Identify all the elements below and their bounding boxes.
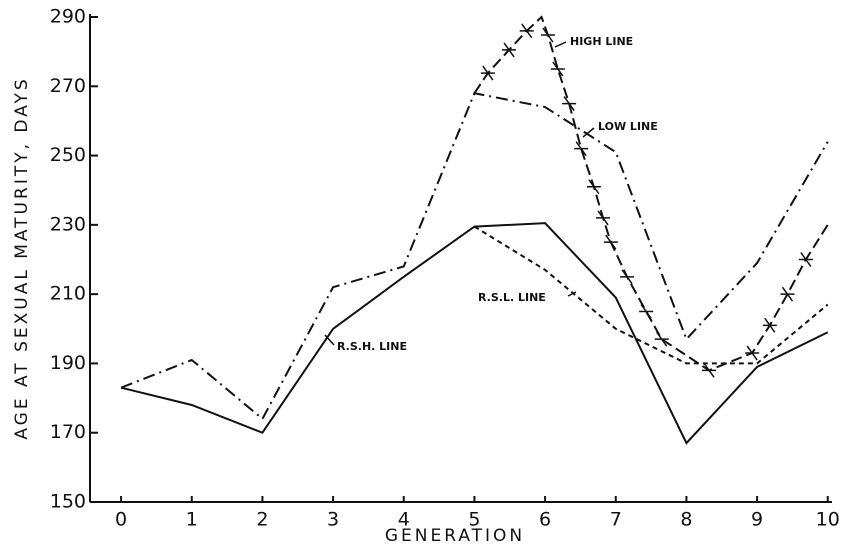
marker xyxy=(562,96,577,112)
y-tick-label: 250 xyxy=(50,144,86,166)
marker xyxy=(603,234,618,250)
x-tick-label: 3 xyxy=(327,509,339,531)
y-tick-label: 190 xyxy=(50,352,86,374)
series-label: HIGH LINE xyxy=(570,35,633,48)
x-tick-label: 10 xyxy=(816,509,840,531)
x-tick-label: 4 xyxy=(398,509,410,531)
y-tick-label: 270 xyxy=(50,75,86,97)
marker xyxy=(654,331,669,347)
y-axis-label: AGE AT SEXUAL MATURITY, DAYS xyxy=(12,76,32,439)
annotation-leader xyxy=(324,334,335,346)
x-axis-label: GENERATION xyxy=(385,526,525,546)
annotation-leader xyxy=(567,291,577,297)
marker xyxy=(745,345,760,361)
x-tick-label: 7 xyxy=(610,509,622,531)
y-tick-label: 290 xyxy=(50,6,86,28)
marker xyxy=(586,179,601,195)
marker xyxy=(480,65,495,81)
x-tick-label: 0 xyxy=(115,509,127,531)
marker xyxy=(702,362,717,378)
x-tick-label: 9 xyxy=(751,509,763,531)
marker xyxy=(574,141,589,157)
y-tick-label: 230 xyxy=(50,213,86,235)
series-label: R.S.L. LINE xyxy=(478,291,546,304)
series-line xyxy=(120,222,829,445)
annotation-leader xyxy=(582,127,595,138)
y-tick-label: 150 xyxy=(50,491,86,513)
marker xyxy=(540,27,555,43)
series-label: R.S.H. LINE xyxy=(337,340,407,353)
marker xyxy=(762,317,777,333)
series-line xyxy=(120,92,829,421)
annotation-leader xyxy=(554,41,567,48)
marker xyxy=(798,252,813,267)
marker xyxy=(550,61,565,77)
marker xyxy=(620,269,635,285)
x-tick-label: 6 xyxy=(539,509,551,531)
y-tick-label: 170 xyxy=(50,421,86,443)
x-tick-label: 5 xyxy=(468,509,480,531)
x-tick-label: 2 xyxy=(256,509,268,531)
marker xyxy=(639,304,654,319)
marker xyxy=(519,23,534,39)
marker xyxy=(780,286,795,302)
series-label: LOW LINE xyxy=(598,120,658,133)
x-tick-label: 8 xyxy=(680,509,692,531)
y-tick-label: 210 xyxy=(50,283,86,305)
marker xyxy=(502,42,517,58)
x-tick-label: 1 xyxy=(186,509,198,531)
marker xyxy=(596,210,611,226)
